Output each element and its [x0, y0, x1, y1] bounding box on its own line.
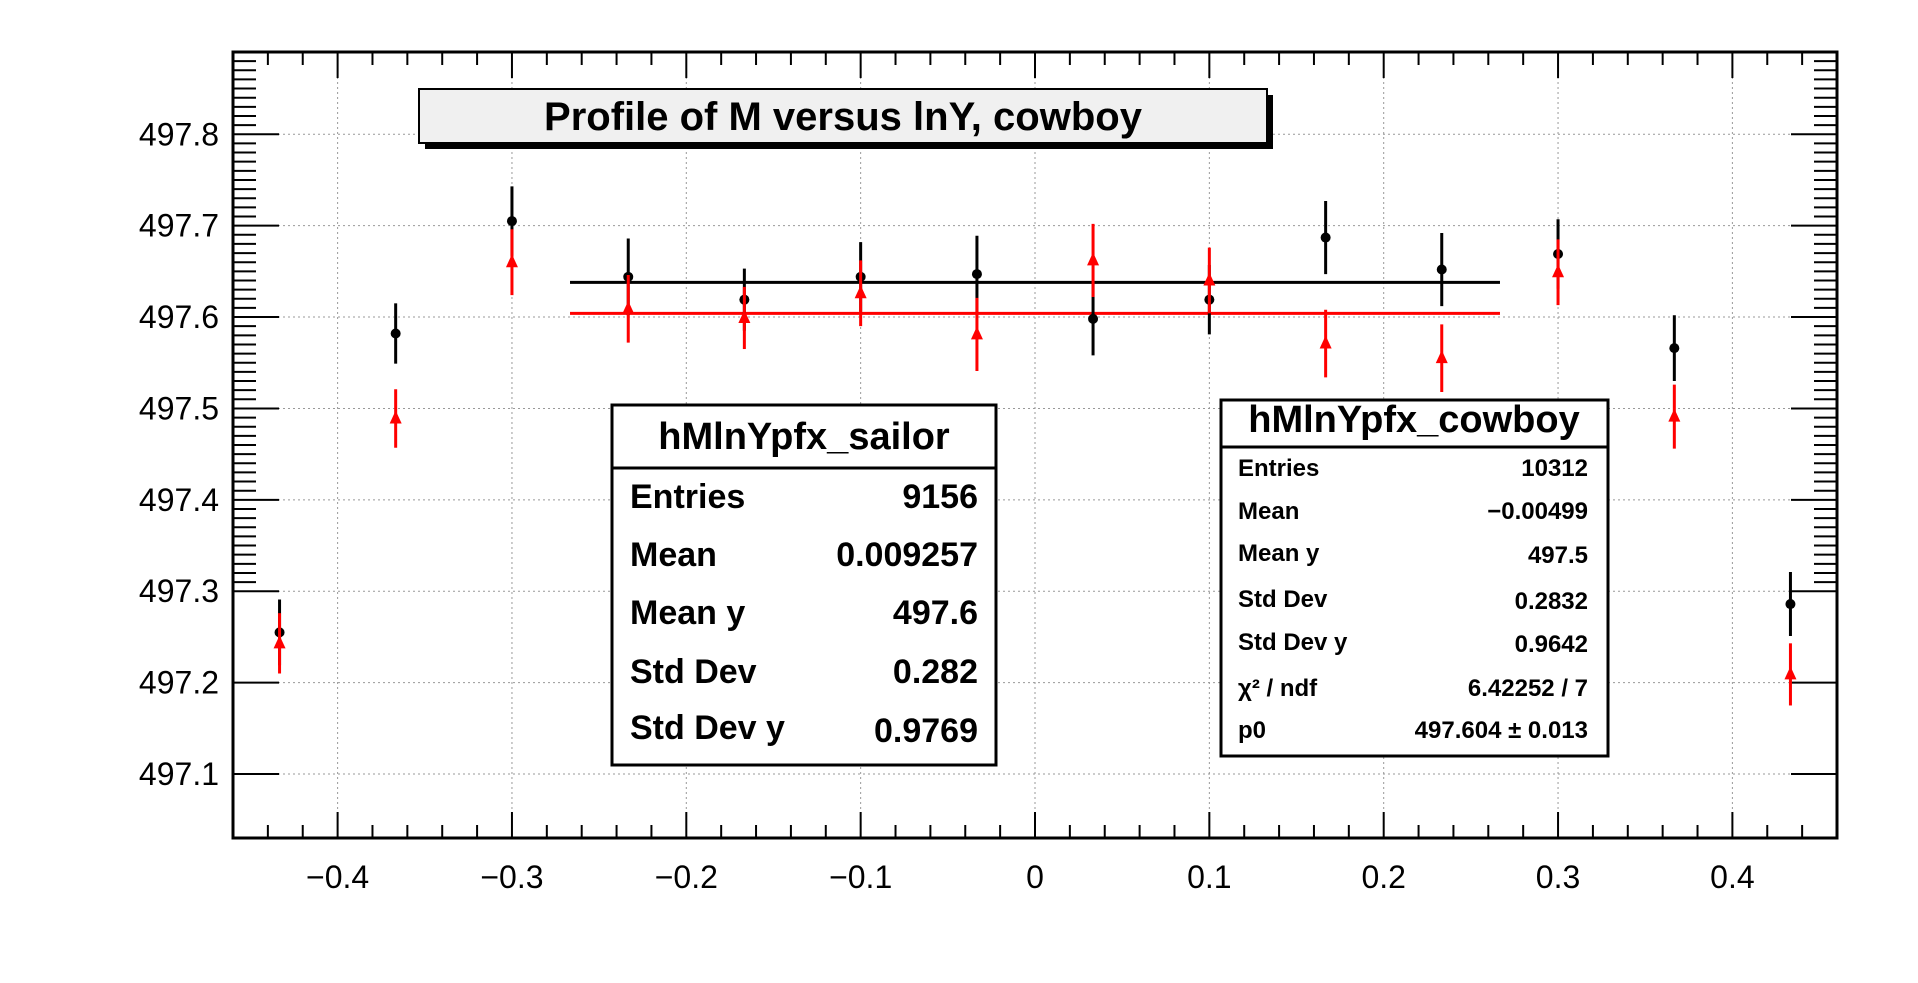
data-point-triangle [273, 635, 286, 649]
stats-cowboy-value: 10312 [1521, 455, 1588, 482]
data-point-circle [390, 328, 401, 339]
data-point-circle [971, 269, 982, 280]
data-point-triangle [738, 309, 751, 323]
y-tick-label: 497.5 [139, 390, 219, 426]
stats-cowboy-label: Mean [1238, 498, 1299, 525]
stats-cowboy-value: 497.604 ± 0.013 [1415, 717, 1588, 744]
stats-cowboy-value: 0.9642 [1515, 631, 1588, 658]
stats-cowboy-value: 497.5 [1528, 542, 1588, 569]
stats-sailor-value: 497.6 [893, 594, 978, 632]
stats-cowboy-label: χ² / ndf [1238, 675, 1318, 702]
data-point-triangle [1552, 264, 1565, 278]
data-point-circle [1785, 599, 1796, 610]
stats-sailor-value: 0.282 [893, 653, 978, 691]
stats-cowboy-label: Mean y [1238, 540, 1320, 567]
stats-sailor-label: Std Dev [630, 653, 757, 691]
fit-lines [570, 280, 1500, 315]
chart-title: Profile of M versus lnY, cowboy [544, 95, 1143, 139]
stats-cowboy-label: Std Dev [1238, 586, 1328, 613]
x-tick-label: 0.3 [1536, 859, 1580, 895]
stats-cowboy-header: hMlnYpfx_cowboy [1248, 399, 1579, 441]
data-points [273, 186, 1797, 706]
stats-box-cowboy: hMlnYpfx_cowboy Entries 10312 Mean −0.00… [1219, 398, 1610, 758]
stats-sailor-header: hMlnYpfx_sailor [658, 416, 950, 458]
x-tick-label: −0.2 [655, 859, 718, 895]
axis-ticks [232, 51, 1838, 838]
stats-cowboy-value: −0.00499 [1487, 498, 1588, 525]
data-point-triangle [1435, 350, 1448, 364]
title-box: Profile of M versus lnY, cowboy [418, 88, 1273, 149]
x-tick-label: 0.2 [1361, 859, 1405, 895]
data-point-triangle [1319, 335, 1332, 349]
data-point-triangle [1203, 272, 1216, 286]
y-tick-label: 497.3 [139, 573, 219, 609]
data-point-circle [1669, 343, 1680, 354]
x-tick-label: 0 [1026, 859, 1044, 895]
x-tick-label: −0.1 [829, 859, 892, 895]
data-point-circle [1088, 313, 1099, 324]
data-point-circle [506, 216, 517, 227]
x-tick-label: 0.1 [1187, 859, 1231, 895]
data-point-triangle [1668, 408, 1681, 422]
data-point-triangle [1784, 666, 1797, 680]
stats-sailor-value: 0.9769 [874, 712, 978, 750]
stats-cowboy-label: Std Dev y [1238, 629, 1348, 656]
stats-box-sailor: hMlnYpfx_sailor Entries 9156 Mean 0.0092… [610, 403, 998, 767]
x-tick-label: −0.3 [480, 859, 543, 895]
data-point-circle [1320, 232, 1331, 243]
stats-sailor-label: Entries [630, 478, 745, 516]
x-tick-label: 0.4 [1710, 859, 1754, 895]
y-tick-label: 497.2 [139, 665, 219, 701]
stats-cowboy-label: Entries [1238, 455, 1319, 482]
stats-sailor-value: 9156 [902, 478, 978, 516]
y-tick-labels: 497.1 497.2 497.3 497.4 497.5 497.6 497.7 497.8 [139, 116, 219, 792]
stats-sailor-label: Std Dev y [630, 709, 785, 747]
stats-sailor-label: Mean [630, 536, 717, 574]
data-point-triangle [505, 254, 518, 268]
data-point-circle [1436, 264, 1447, 275]
data-point-triangle [970, 326, 983, 340]
y-tick-label: 497.4 [139, 482, 219, 518]
data-point-triangle [1087, 252, 1100, 266]
stats-cowboy-value: 0.2832 [1515, 588, 1588, 615]
data-point-triangle [854, 285, 867, 299]
stats-cowboy-value: 6.42252 / 7 [1468, 675, 1588, 702]
data-point-triangle [389, 410, 402, 424]
y-tick-label: 497.8 [139, 116, 219, 152]
y-tick-label: 497.7 [139, 208, 219, 244]
y-tick-label: 497.6 [139, 299, 219, 335]
stats-cowboy-label: p0 [1238, 717, 1266, 744]
x-tick-label: −0.4 [306, 859, 369, 895]
y-tick-label: 497.1 [139, 756, 219, 792]
stats-sailor-value: 0.009257 [836, 536, 978, 574]
data-point-triangle [622, 300, 635, 314]
x-tick-labels: −0.4 −0.3 −0.2 −0.1 0 0.1 0.2 0.3 0.4 [306, 859, 1755, 895]
stats-sailor-label: Mean y [630, 594, 745, 632]
